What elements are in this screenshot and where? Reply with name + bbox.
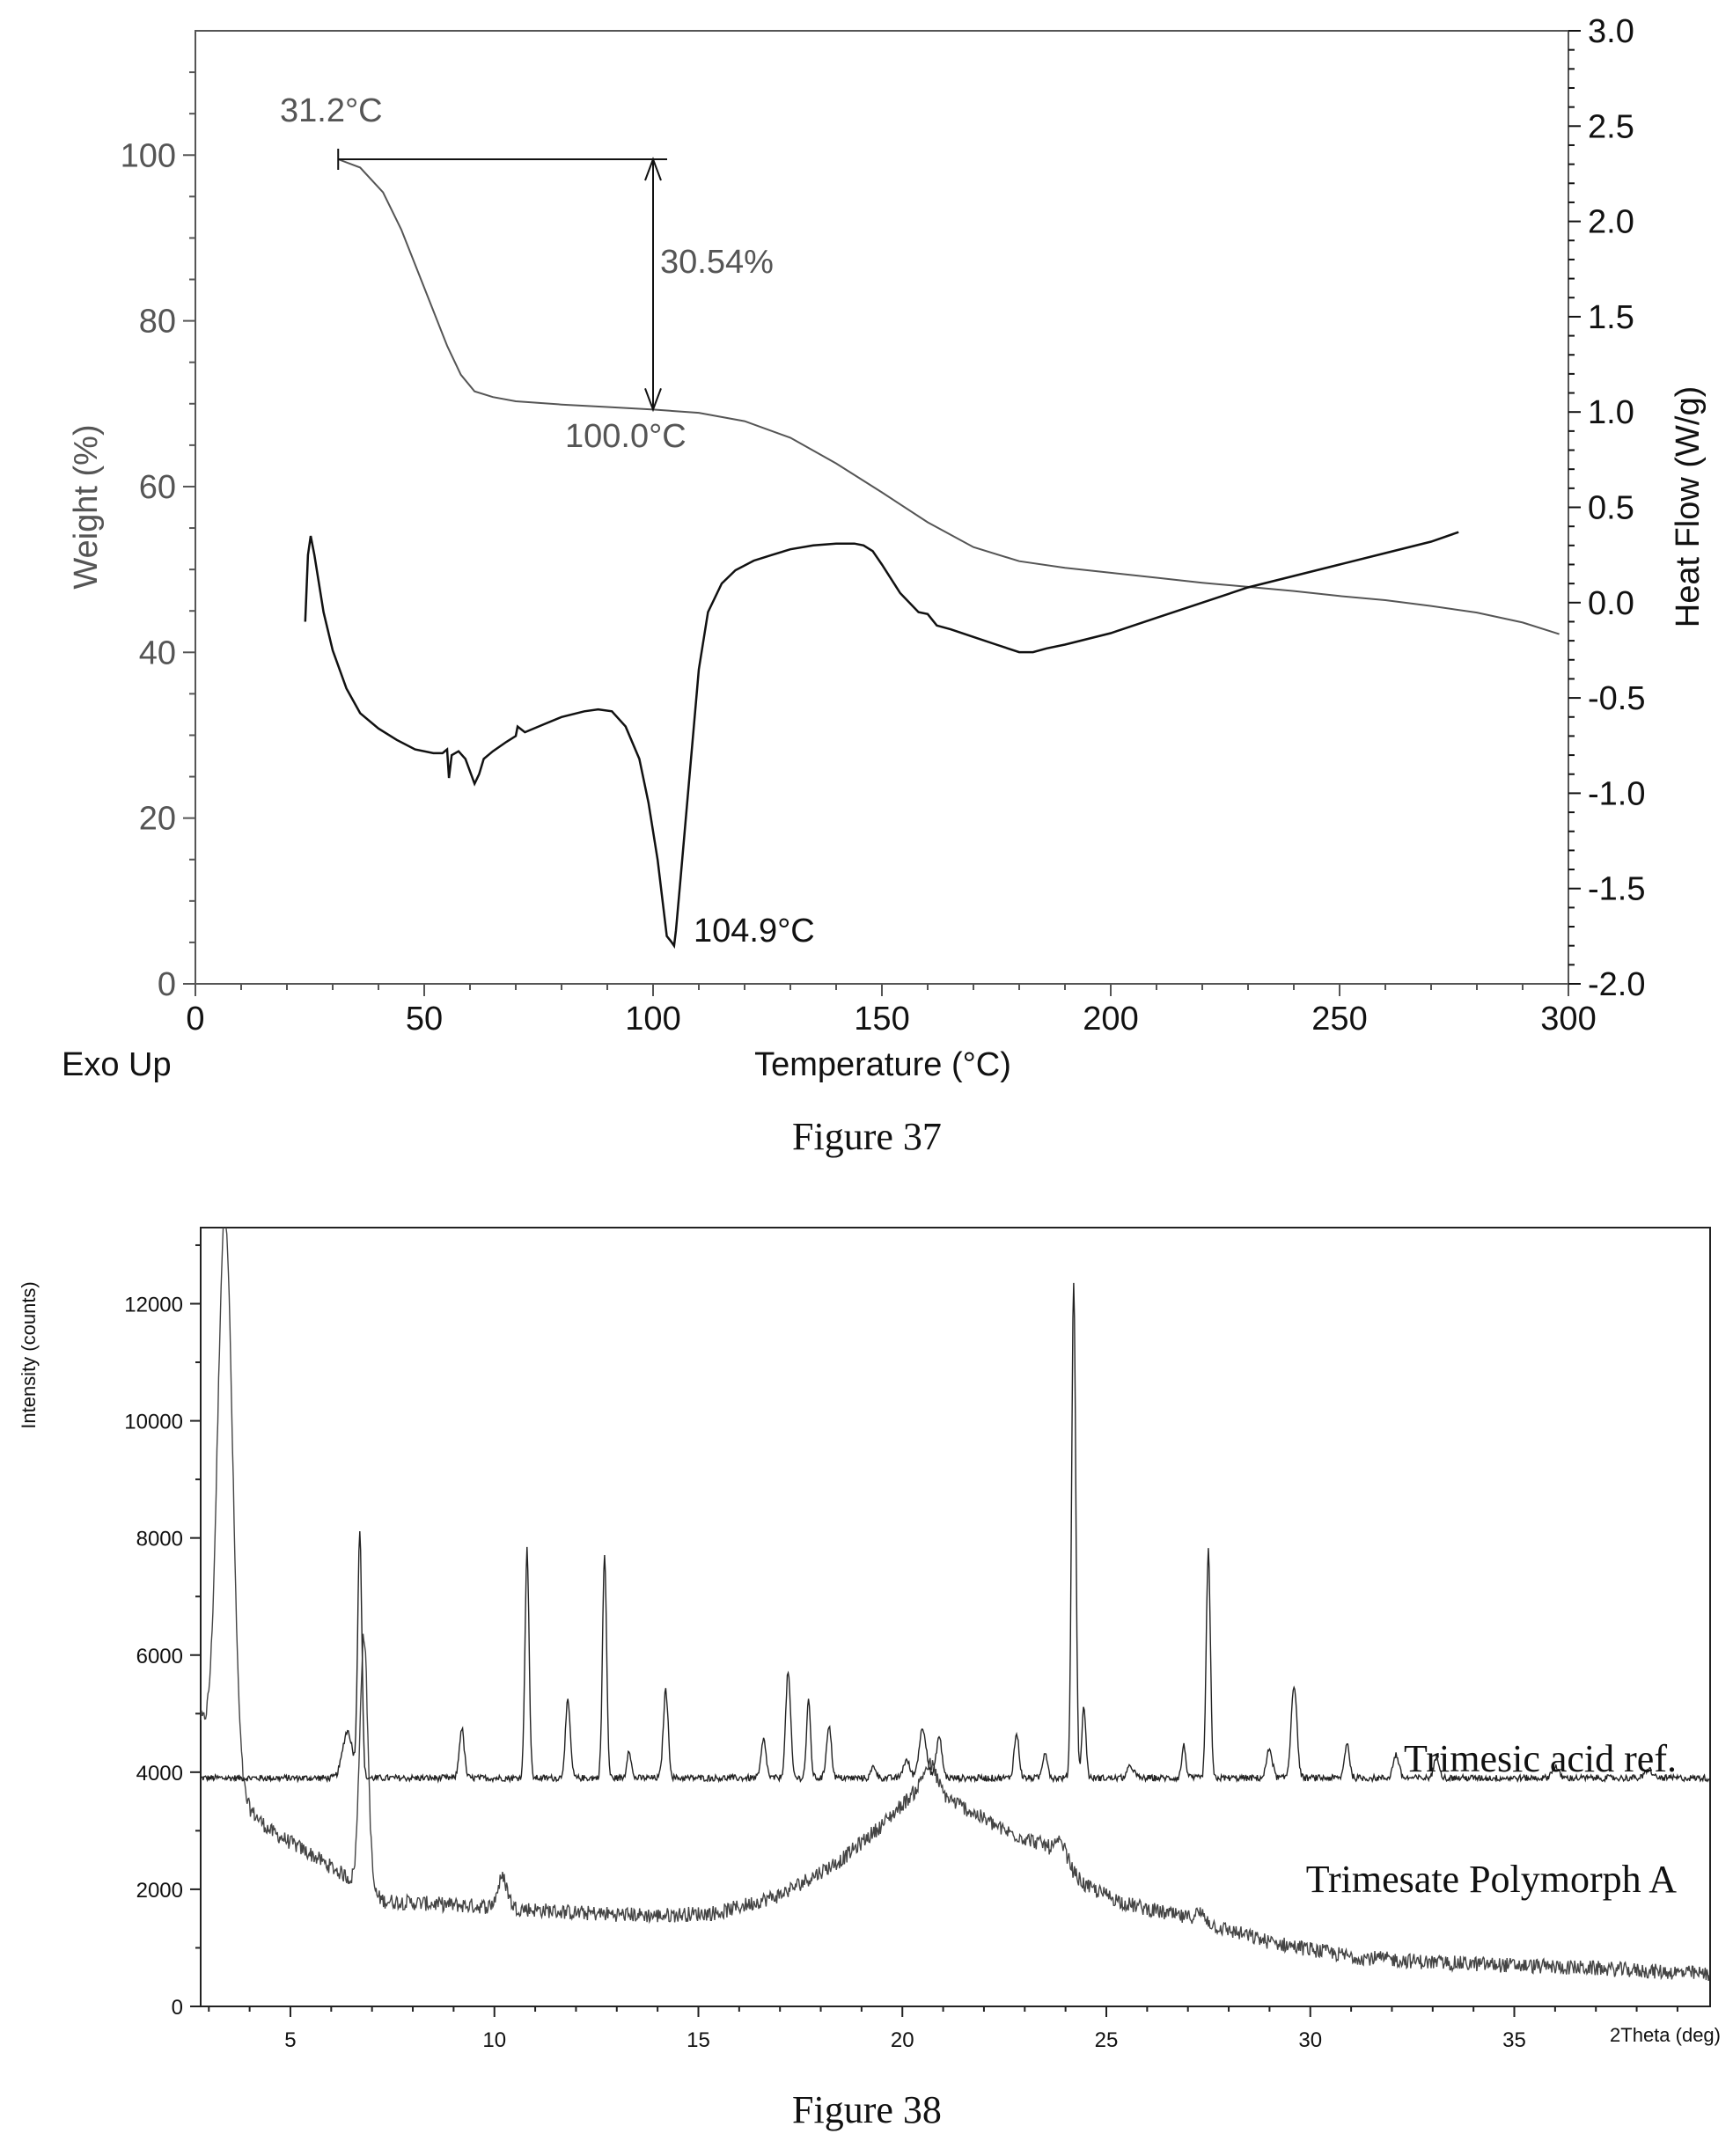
weight-loss-step-marker bbox=[337, 148, 667, 413]
y-right-tick-label: 1.0 bbox=[1588, 394, 1634, 431]
y-left-tick-label: 100 bbox=[121, 137, 176, 174]
annotation-onset-temperature: 31.2°C bbox=[280, 92, 383, 129]
y-right-tick-label: -2.0 bbox=[1588, 966, 1645, 1003]
figure-37-chart: 0 50 100 150 200 250 300 0 20 40 60 80 100 -2.0 -1.5… bbox=[62, 13, 1707, 1158]
arrow-down-icon bbox=[644, 388, 662, 413]
y-tick-label: 12000 bbox=[124, 1294, 183, 1317]
y-right-tick-label: 0.0 bbox=[1588, 585, 1634, 622]
x-axis-label: 2Theta (deg) bbox=[1610, 2024, 1721, 2046]
y-tick-label: 0 bbox=[172, 1996, 183, 2020]
x-tick-label: 5 bbox=[284, 2028, 296, 2052]
annotation-weight-loss-percent: 30.54% bbox=[660, 244, 774, 281]
plot-frame bbox=[195, 30, 1569, 985]
x-tick-label: 150 bbox=[854, 1001, 909, 1038]
series-label-trimesic-acid-ref: Trimesic acid ref. bbox=[1404, 1737, 1677, 1780]
x-tick-label: 20 bbox=[891, 2028, 914, 2052]
annotation-peak-temperature: 104.9°C bbox=[694, 913, 815, 950]
figure-38-caption: Figure 38 bbox=[792, 2088, 942, 2131]
y-left-tick-label: 0 bbox=[158, 966, 176, 1003]
plot-frame bbox=[200, 1227, 1711, 2007]
left-y-tick-labels: 0 20 40 60 80 100 bbox=[121, 137, 176, 1003]
x-tick-labels: 0 50 100 150 200 250 300 bbox=[186, 1001, 1596, 1038]
y-tick-label: 10000 bbox=[124, 1411, 183, 1434]
heat-flow-curve bbox=[304, 531, 1459, 950]
y-tick-label: 2000 bbox=[136, 1879, 183, 1903]
weight-curve bbox=[337, 158, 1560, 635]
y-right-tick-label: -1.0 bbox=[1588, 775, 1645, 812]
trimesic-acid-ref-trace bbox=[201, 1282, 1710, 1784]
y-right-tick-label: 2.0 bbox=[1588, 204, 1634, 241]
x-tick-label: 0 bbox=[186, 1001, 204, 1038]
figure-38-chart: 5 10 15 20 25 30 35 0 2000 4000 6000 8000 10000 1200… bbox=[18, 1227, 1721, 2131]
x-tick-label: 30 bbox=[1298, 2028, 1322, 2052]
y-right-tick-label: 1.5 bbox=[1588, 299, 1634, 336]
y-left-tick-label: 80 bbox=[139, 304, 176, 341]
y-tick-label: 6000 bbox=[136, 1645, 183, 1668]
polymorph-a-trace bbox=[201, 1228, 1710, 1982]
right-y-tick-labels: -2.0 -1.5 -1.0 -0.5 0.0 0.5 1.0 1.5 2.0 2.5 3.0 bbox=[1588, 13, 1645, 1003]
figure-37-caption: Figure 37 bbox=[792, 1115, 942, 1158]
y-right-tick-label: -0.5 bbox=[1588, 680, 1645, 717]
x-tick-label: 300 bbox=[1540, 1001, 1596, 1038]
x-axis-label: Temperature (°C) bbox=[754, 1046, 1011, 1083]
x-tick-label: 25 bbox=[1095, 2028, 1119, 2052]
left-y-axis-label: Weight (%) bbox=[68, 424, 105, 589]
x-tick-label: 10 bbox=[482, 2028, 506, 2052]
exo-up-label: Exo Up bbox=[62, 1046, 172, 1083]
y-tick-labels: 0 2000 4000 6000 8000 10000 12000 bbox=[124, 1294, 183, 2020]
y-left-tick-label: 60 bbox=[139, 469, 176, 506]
right-y-axis-label: Heat Flow (W/g) bbox=[1670, 386, 1707, 627]
y-right-tick-label: 0.5 bbox=[1588, 490, 1634, 527]
y-tick-label: 4000 bbox=[136, 1762, 183, 1786]
y-tick-label: 8000 bbox=[136, 1528, 183, 1551]
y-right-tick-label: 2.5 bbox=[1588, 108, 1634, 145]
x-tick-labels: 5 10 15 20 25 30 35 bbox=[284, 2028, 1526, 2052]
annotation-end-temperature: 100.0°C bbox=[565, 418, 687, 455]
y-left-tick-label: 40 bbox=[139, 634, 176, 671]
y-axis-label: Intensity (counts) bbox=[18, 1281, 40, 1429]
x-tick-label: 50 bbox=[406, 1001, 443, 1038]
series-label-polymorph-a: Trimesate Polymorph A bbox=[1306, 1858, 1678, 1901]
y-left-tick-label: 20 bbox=[139, 801, 176, 838]
arrow-up-icon bbox=[644, 157, 662, 181]
y-right-tick-label: 3.0 bbox=[1588, 13, 1634, 50]
x-tick-label: 200 bbox=[1083, 1001, 1138, 1038]
x-tick-label: 100 bbox=[625, 1001, 680, 1038]
x-tick-label: 35 bbox=[1502, 2028, 1526, 2052]
x-tick-label: 250 bbox=[1311, 1001, 1367, 1038]
tick-marks bbox=[190, 1243, 1678, 2017]
y-right-tick-label: -1.5 bbox=[1588, 871, 1645, 908]
x-tick-label: 15 bbox=[687, 2028, 710, 2052]
tick-marks bbox=[183, 30, 1581, 996]
